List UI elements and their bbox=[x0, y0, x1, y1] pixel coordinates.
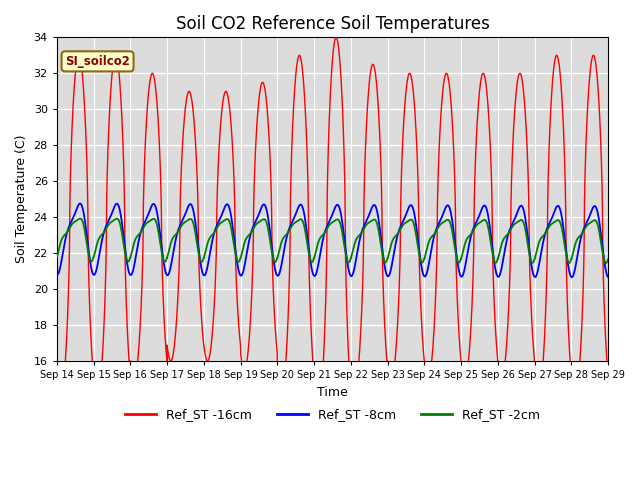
Ref_ST -2cm bbox=[152, 218, 160, 224]
Ref_ST -16cm bbox=[456, 348, 464, 354]
Ref_ST -2cm bbox=[426, 237, 433, 243]
X-axis label: Time: Time bbox=[317, 386, 348, 399]
Y-axis label: Soil Temperature (C): Soil Temperature (C) bbox=[15, 135, 28, 264]
Ref_ST -16cm bbox=[314, 412, 322, 418]
Ref_ST -8cm bbox=[568, 275, 575, 280]
Ref_ST -16cm bbox=[426, 373, 433, 379]
Ref_ST -8cm bbox=[312, 271, 320, 277]
Ref_ST -2cm bbox=[312, 248, 320, 254]
Ref_ST -16cm bbox=[604, 368, 611, 373]
Ref_ST -8cm bbox=[53, 272, 61, 277]
Ref_ST -8cm bbox=[456, 272, 464, 277]
Ref_ST -8cm bbox=[488, 236, 495, 241]
Ref_ST -16cm bbox=[53, 374, 61, 380]
Legend: Ref_ST -16cm, Ref_ST -8cm, Ref_ST -2cm: Ref_ST -16cm, Ref_ST -8cm, Ref_ST -2cm bbox=[120, 403, 545, 426]
Ref_ST -16cm bbox=[152, 87, 160, 93]
Ref_ST -8cm bbox=[604, 274, 611, 279]
Ref_ST -2cm bbox=[456, 259, 464, 264]
Line: Ref_ST -2cm: Ref_ST -2cm bbox=[57, 218, 608, 263]
Text: SI_soilco2: SI_soilco2 bbox=[65, 55, 130, 68]
Ref_ST -2cm bbox=[53, 254, 61, 260]
Ref_ST -16cm bbox=[488, 174, 495, 180]
Ref_ST -16cm bbox=[604, 374, 612, 380]
Ref_ST -2cm bbox=[604, 256, 612, 262]
Ref_ST -8cm bbox=[152, 205, 160, 211]
Ref_ST -2cm bbox=[604, 258, 611, 264]
Ref_ST -2cm bbox=[602, 260, 610, 266]
Ref_ST -16cm bbox=[312, 406, 319, 411]
Ref_ST -16cm bbox=[332, 35, 340, 40]
Ref_ST -8cm bbox=[604, 274, 612, 280]
Line: Ref_ST -16cm: Ref_ST -16cm bbox=[57, 37, 608, 415]
Ref_ST -8cm bbox=[426, 257, 433, 263]
Line: Ref_ST -8cm: Ref_ST -8cm bbox=[57, 204, 608, 277]
Ref_ST -2cm bbox=[488, 243, 495, 249]
Ref_ST -8cm bbox=[76, 201, 84, 206]
Ref_ST -2cm bbox=[76, 216, 84, 221]
Title: Soil CO2 Reference Soil Temperatures: Soil CO2 Reference Soil Temperatures bbox=[175, 15, 490, 33]
